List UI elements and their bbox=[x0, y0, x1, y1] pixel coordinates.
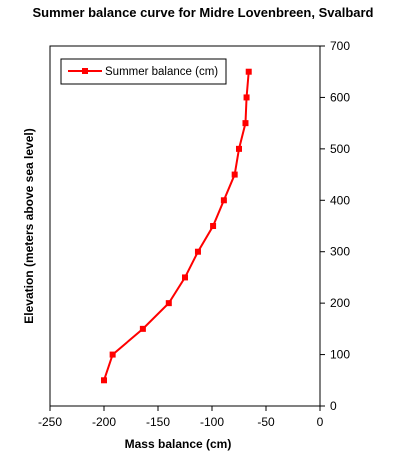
data-point-marker bbox=[245, 68, 252, 75]
y-tick-label: 700 bbox=[330, 39, 350, 53]
x-tick-label: -200 bbox=[92, 415, 116, 429]
x-tick-label: -100 bbox=[200, 415, 224, 429]
y-tick-label: 100 bbox=[330, 348, 350, 362]
x-axis-ticks: -250 -200 -150 -100 -50 0 bbox=[38, 406, 324, 429]
data-point-marker bbox=[139, 325, 146, 332]
legend-label: Summer balance (cm) bbox=[105, 66, 218, 78]
data-point-marker bbox=[101, 377, 107, 384]
data-point-marker bbox=[194, 248, 201, 255]
y-tick-label: 600 bbox=[330, 90, 350, 104]
y-axis-title: Elevation (meters above sea level) bbox=[22, 128, 36, 323]
data-point-marker bbox=[220, 197, 227, 204]
y-tick-label: 300 bbox=[330, 245, 350, 259]
data-point-marker bbox=[165, 300, 172, 307]
legend: Summer balance (cm) bbox=[60, 58, 227, 85]
data-point-marker bbox=[109, 351, 116, 358]
y-tick-label: 0 bbox=[330, 399, 337, 413]
y-tick-label: 500 bbox=[330, 142, 350, 156]
y-tick-label: 400 bbox=[330, 193, 350, 207]
plot-area bbox=[49, 45, 321, 407]
data-point-marker bbox=[210, 223, 217, 229]
legend-marker-sample bbox=[82, 68, 88, 74]
data-point-marker bbox=[182, 274, 188, 281]
x-tick-label: -250 bbox=[38, 415, 62, 429]
data-point-marker bbox=[243, 94, 250, 101]
x-tick-label: 0 bbox=[317, 415, 324, 429]
y-tick-label: 200 bbox=[330, 296, 350, 310]
y-axis-ticks: 0 100 200 300 400 500 600 700 bbox=[320, 39, 350, 413]
data-point-marker bbox=[236, 145, 242, 152]
chart-title: Summer balance curve for Midre Lovenbree… bbox=[32, 5, 373, 20]
series-layer bbox=[101, 68, 252, 384]
data-point-marker bbox=[231, 171, 238, 178]
x-tick-label: -150 bbox=[146, 415, 170, 429]
x-axis-title: Mass balance (cm) bbox=[125, 437, 232, 451]
data-point-marker bbox=[242, 120, 249, 127]
x-tick-label: -50 bbox=[257, 415, 275, 429]
